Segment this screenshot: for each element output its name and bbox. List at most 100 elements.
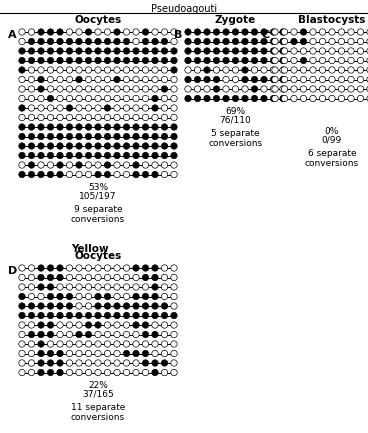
Circle shape [152, 322, 158, 328]
Circle shape [19, 29, 25, 35]
Circle shape [152, 293, 158, 300]
Circle shape [348, 57, 354, 64]
Circle shape [280, 95, 286, 102]
Circle shape [171, 67, 177, 73]
Circle shape [357, 48, 364, 54]
Circle shape [19, 76, 25, 83]
Circle shape [85, 322, 92, 328]
Circle shape [85, 86, 92, 92]
Circle shape [85, 67, 92, 73]
Circle shape [171, 274, 177, 281]
Circle shape [123, 331, 130, 338]
Circle shape [213, 48, 220, 54]
Circle shape [152, 331, 158, 338]
Circle shape [95, 48, 101, 54]
Text: C: C [261, 30, 269, 40]
Circle shape [357, 38, 364, 45]
Circle shape [57, 86, 63, 92]
Circle shape [171, 303, 177, 309]
Circle shape [348, 76, 354, 83]
Circle shape [66, 274, 73, 281]
Circle shape [171, 143, 177, 149]
Circle shape [152, 95, 158, 102]
Circle shape [367, 86, 368, 92]
Circle shape [194, 86, 201, 92]
Circle shape [367, 57, 368, 64]
Circle shape [19, 360, 25, 366]
Circle shape [104, 105, 111, 111]
Text: D: D [8, 266, 17, 276]
Circle shape [38, 303, 44, 309]
Circle shape [28, 369, 35, 376]
Circle shape [38, 48, 44, 54]
Circle shape [152, 86, 158, 92]
Circle shape [85, 265, 92, 271]
Circle shape [38, 312, 44, 319]
Circle shape [47, 312, 54, 319]
Circle shape [76, 133, 82, 140]
Text: Oocytes: Oocytes [74, 15, 122, 25]
Circle shape [85, 29, 92, 35]
Circle shape [28, 105, 35, 111]
Circle shape [66, 133, 73, 140]
Circle shape [142, 143, 149, 149]
Circle shape [152, 369, 158, 376]
Circle shape [114, 341, 120, 347]
Circle shape [133, 48, 139, 54]
Circle shape [85, 124, 92, 130]
Circle shape [114, 265, 120, 271]
Circle shape [319, 67, 326, 73]
Circle shape [85, 341, 92, 347]
Circle shape [204, 95, 210, 102]
Circle shape [38, 331, 44, 338]
Circle shape [85, 162, 92, 168]
Circle shape [66, 303, 73, 309]
Circle shape [57, 274, 63, 281]
Circle shape [123, 124, 130, 130]
Circle shape [142, 86, 149, 92]
Circle shape [261, 95, 267, 102]
Circle shape [104, 48, 111, 54]
Circle shape [19, 274, 25, 281]
Circle shape [19, 171, 25, 178]
Circle shape [47, 114, 54, 121]
Circle shape [85, 105, 92, 111]
Circle shape [57, 95, 63, 102]
Circle shape [152, 274, 158, 281]
Circle shape [38, 360, 44, 366]
Circle shape [66, 162, 73, 168]
Circle shape [19, 133, 25, 140]
Circle shape [57, 152, 63, 159]
Circle shape [57, 114, 63, 121]
Circle shape [47, 48, 54, 54]
Circle shape [161, 312, 168, 319]
Circle shape [114, 312, 120, 319]
Circle shape [133, 95, 139, 102]
Circle shape [133, 171, 139, 178]
Circle shape [38, 274, 44, 281]
Circle shape [28, 143, 35, 149]
Circle shape [114, 162, 120, 168]
Circle shape [142, 265, 149, 271]
Circle shape [204, 86, 210, 92]
Circle shape [133, 265, 139, 271]
Circle shape [76, 29, 82, 35]
Circle shape [338, 29, 345, 35]
Circle shape [85, 331, 92, 338]
Circle shape [152, 105, 158, 111]
Text: A: A [8, 30, 17, 40]
Circle shape [38, 293, 44, 300]
Circle shape [19, 114, 25, 121]
Circle shape [291, 95, 297, 102]
Circle shape [319, 86, 326, 92]
Circle shape [114, 114, 120, 121]
Circle shape [133, 143, 139, 149]
Circle shape [133, 76, 139, 83]
Circle shape [123, 86, 130, 92]
Circle shape [114, 284, 120, 290]
Circle shape [213, 38, 220, 45]
Circle shape [19, 369, 25, 376]
Circle shape [223, 76, 229, 83]
Circle shape [213, 95, 220, 102]
Circle shape [104, 303, 111, 309]
